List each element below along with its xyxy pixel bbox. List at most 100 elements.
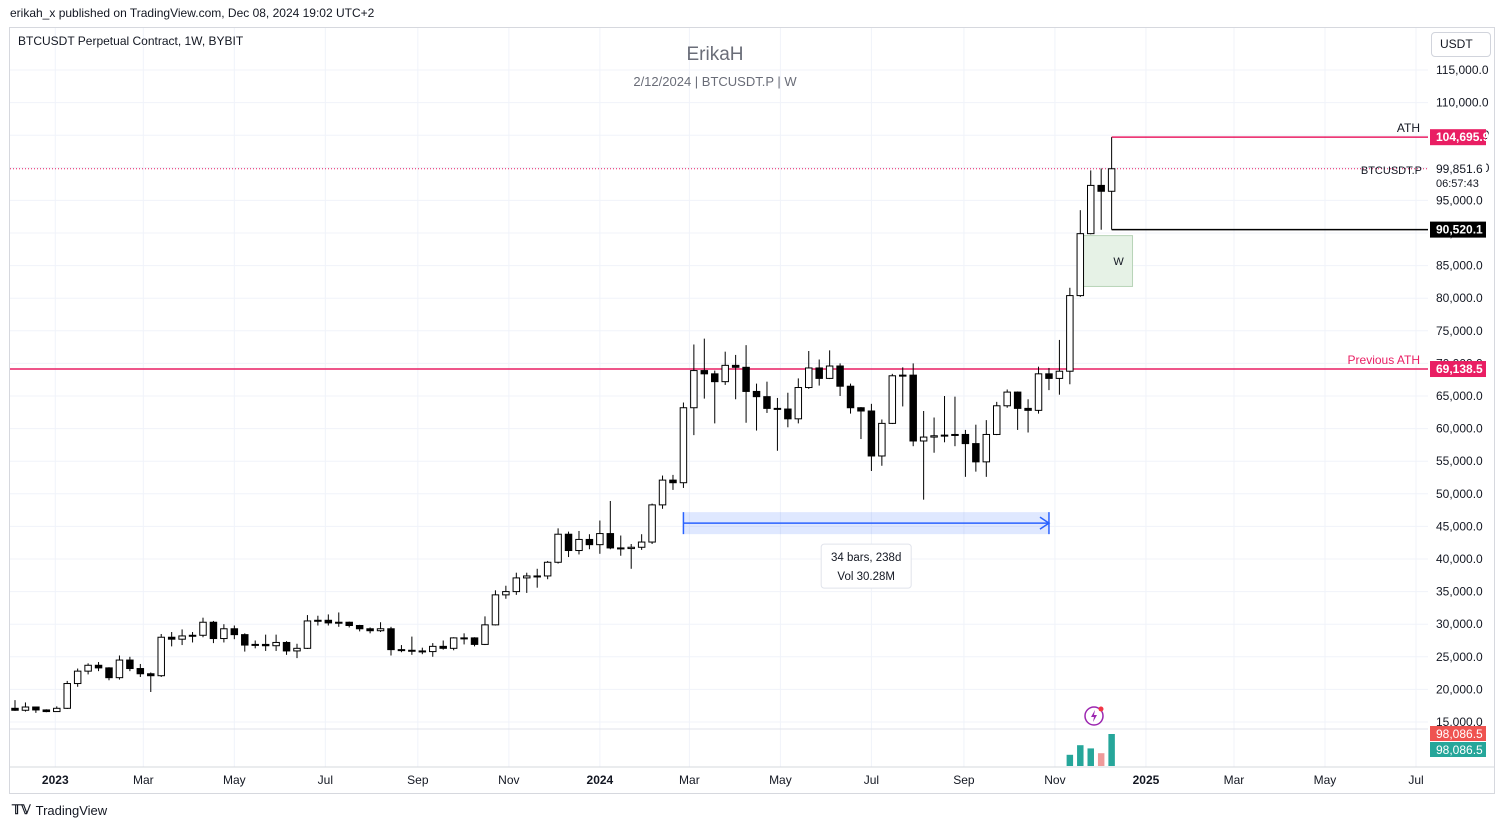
currency-selector[interactable]: USDT	[1431, 32, 1491, 57]
candle-body	[564, 533, 573, 552]
candle	[930, 417, 938, 453]
candle-body	[648, 504, 656, 543]
current-price-tag-bg	[1430, 160, 1486, 189]
candle-body	[533, 575, 541, 578]
candle	[543, 560, 552, 580]
candle	[982, 420, 991, 477]
candle	[272, 634, 280, 651]
candle	[209, 620, 218, 644]
grid	[10, 28, 1428, 767]
candle	[815, 359, 823, 386]
time-tick-label: 2024	[587, 773, 614, 787]
candle	[805, 351, 813, 389]
candle-body	[742, 366, 750, 392]
candle-body	[1045, 373, 1053, 379]
time-tick-label: May	[223, 773, 246, 787]
candle-body	[63, 683, 71, 709]
candle-body	[397, 649, 406, 652]
candle	[167, 632, 176, 647]
candle	[637, 534, 646, 550]
candle-body	[387, 628, 395, 651]
candle	[1024, 399, 1032, 433]
candle	[1055, 339, 1064, 395]
candle-body	[585, 538, 594, 546]
candle-body	[439, 645, 447, 649]
volume-bar	[1108, 734, 1115, 766]
candle-body	[293, 647, 301, 652]
candle-body	[272, 641, 280, 647]
candle-body	[178, 635, 186, 640]
time-tick-label: May	[769, 773, 792, 787]
candle	[564, 531, 573, 558]
candle	[993, 401, 1001, 436]
candle	[794, 378, 803, 424]
candle	[11, 700, 19, 711]
candle-body	[32, 706, 40, 711]
range-volume-label: Vol 30.28M	[837, 571, 895, 583]
candle	[470, 637, 479, 647]
candle	[752, 383, 761, 431]
price-tick-label: 95,000.0	[1436, 193, 1483, 207]
candle-body	[972, 443, 980, 463]
price-tick-label: 80,000.0	[1436, 291, 1483, 305]
candle-body	[919, 436, 928, 442]
candle	[836, 363, 844, 396]
candle-body	[679, 407, 688, 484]
time-tick-label: Mar	[1224, 773, 1245, 787]
candle	[596, 520, 604, 554]
candle	[115, 655, 124, 680]
candle	[251, 640, 259, 649]
candle-body	[867, 410, 876, 457]
candle	[523, 572, 531, 593]
price-tag: 104,695.9	[1436, 130, 1490, 144]
candle	[878, 419, 886, 466]
candle	[32, 706, 40, 713]
candle-body	[982, 433, 991, 463]
candle-body	[637, 541, 646, 548]
candle-body	[1013, 391, 1022, 409]
candle	[418, 647, 427, 655]
candle-body	[617, 547, 625, 550]
candle-body	[773, 407, 782, 410]
candle	[658, 475, 667, 509]
candle-body	[199, 621, 207, 636]
candle	[617, 535, 625, 556]
candle	[21, 702, 30, 712]
candle	[512, 572, 521, 595]
candle-body	[1107, 168, 1116, 192]
candle	[1087, 170, 1095, 235]
candle	[1013, 391, 1022, 430]
candle-body	[627, 546, 635, 550]
candle	[1045, 367, 1053, 391]
candle-body	[658, 479, 667, 506]
candle-body	[21, 706, 30, 711]
candle	[721, 351, 729, 385]
candle-body	[690, 370, 698, 409]
candle	[282, 641, 291, 655]
candle-body	[1055, 370, 1064, 379]
tradingview-logo[interactable]: 𝕋𝕍 TradingView	[12, 802, 107, 818]
candle	[972, 424, 980, 472]
candle	[105, 667, 113, 681]
candle	[857, 407, 865, 440]
price-tick-label: 25,000.0	[1436, 650, 1483, 664]
candle-body	[324, 619, 333, 624]
candle-body	[721, 364, 729, 383]
candle	[784, 392, 792, 428]
candle-body	[993, 405, 1001, 435]
price-tick-label: 35,000.0	[1436, 585, 1483, 599]
candle	[951, 396, 959, 447]
price-tick-label: 15,000.0	[1436, 715, 1483, 729]
price-tag: 90,520.1	[1436, 223, 1483, 237]
tradingview-logo-text: TradingView	[35, 802, 108, 818]
candle	[648, 503, 656, 545]
candle	[136, 663, 145, 678]
candle-body	[878, 422, 886, 457]
price-tick-label: 50,000.0	[1436, 487, 1483, 501]
candle-body	[449, 637, 458, 649]
hline-label: Previous ATH	[1348, 353, 1420, 367]
candle	[1097, 168, 1105, 230]
price-tag-bg	[1430, 361, 1486, 378]
price-tick-label: 65,000.0	[1436, 389, 1483, 403]
